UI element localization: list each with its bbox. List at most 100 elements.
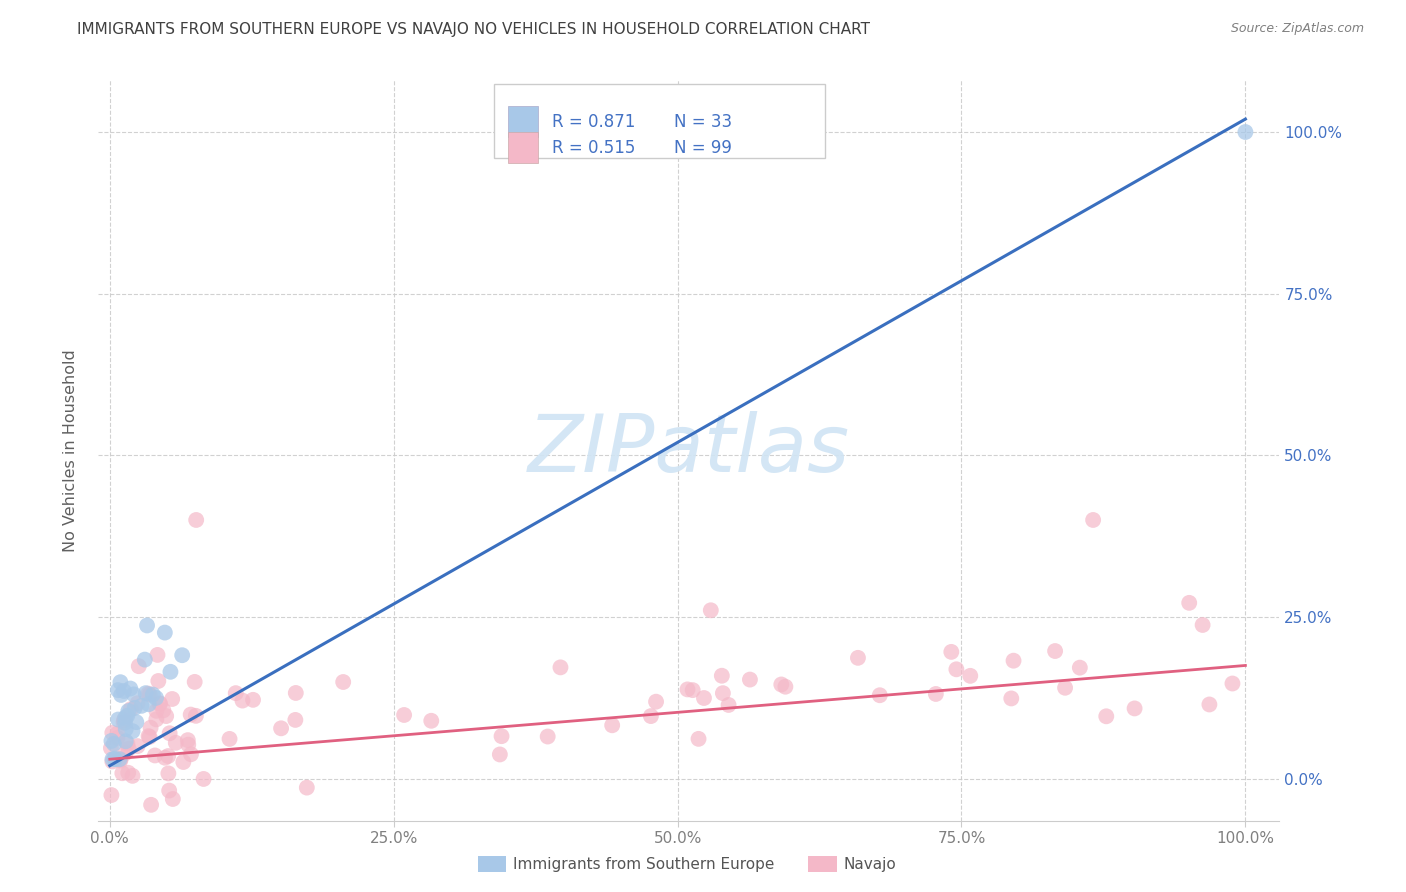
Point	[104, 752, 127, 766]
Point	[941, 645, 963, 659]
Point	[112, 713, 135, 727]
Point	[165, 736, 187, 750]
Text: N = 33: N = 33	[673, 112, 731, 131]
Point	[121, 769, 143, 783]
Point	[131, 698, 153, 713]
Point	[717, 698, 740, 712]
Point	[145, 704, 167, 718]
Point	[110, 752, 132, 766]
Point	[157, 783, 180, 797]
Point	[128, 659, 150, 673]
Point	[959, 669, 981, 683]
Point	[152, 703, 174, 717]
Point	[1234, 125, 1257, 139]
Point	[420, 714, 443, 728]
Point	[1054, 681, 1077, 695]
Point	[155, 709, 177, 723]
Point	[122, 687, 145, 701]
Point	[138, 687, 160, 701]
Point	[145, 690, 167, 705]
Point	[1095, 709, 1118, 723]
Point	[143, 748, 166, 763]
Text: Navajo: Navajo	[844, 857, 897, 871]
Point	[138, 697, 160, 711]
Point	[1198, 698, 1220, 712]
Point	[1123, 701, 1146, 715]
Point	[135, 686, 157, 700]
Point	[110, 688, 132, 702]
Point	[117, 704, 139, 718]
Point	[114, 746, 136, 760]
Point	[159, 665, 181, 679]
Point	[100, 788, 122, 802]
Point	[193, 772, 215, 786]
Text: N = 99: N = 99	[673, 138, 731, 157]
Point	[157, 749, 180, 764]
Point	[134, 652, 156, 666]
Point	[100, 741, 122, 756]
Point	[180, 707, 202, 722]
Point	[139, 797, 162, 812]
Point	[127, 739, 149, 753]
Point	[105, 731, 128, 745]
Point	[157, 766, 180, 780]
Point	[184, 708, 207, 723]
Point	[711, 686, 734, 700]
Point	[104, 752, 127, 766]
Point	[139, 721, 162, 735]
Point	[225, 686, 247, 700]
Point	[110, 754, 132, 768]
Point	[114, 711, 136, 725]
Point	[160, 692, 183, 706]
Point	[945, 662, 967, 676]
Point	[138, 730, 160, 744]
Point	[117, 737, 139, 751]
Text: IMMIGRANTS FROM SOUTHERN EUROPE VS NAVAJO NO VEHICLES IN HOUSEHOLD CORRELATION C: IMMIGRANTS FROM SOUTHERN EUROPE VS NAVAJ…	[77, 22, 870, 37]
Point	[682, 683, 704, 698]
Point	[710, 669, 733, 683]
Point	[124, 701, 146, 715]
Point	[112, 715, 135, 730]
Point	[242, 693, 264, 707]
Point	[1043, 644, 1066, 658]
Point	[107, 713, 129, 727]
Point	[1191, 618, 1213, 632]
Point	[1069, 660, 1091, 674]
Point	[1000, 691, 1022, 706]
Point	[117, 708, 139, 723]
Point	[172, 755, 194, 769]
Point	[688, 731, 710, 746]
Point	[146, 648, 169, 662]
Point	[1222, 676, 1244, 690]
FancyBboxPatch shape	[508, 132, 537, 163]
Point	[127, 696, 149, 710]
FancyBboxPatch shape	[494, 84, 825, 158]
Point	[550, 660, 572, 674]
Point	[640, 709, 662, 723]
Point	[110, 675, 132, 690]
Point	[489, 747, 512, 762]
Point	[600, 718, 623, 732]
Point	[231, 693, 253, 707]
Point	[491, 729, 513, 743]
Point	[114, 715, 136, 730]
Point	[117, 741, 139, 756]
Point	[159, 726, 181, 740]
Text: ZIPatlas: ZIPatlas	[527, 411, 851, 490]
Point	[645, 695, 668, 709]
Point	[537, 730, 560, 744]
Point	[775, 680, 797, 694]
Point	[101, 752, 124, 766]
Point	[177, 733, 200, 747]
Point	[111, 766, 134, 780]
Point	[153, 750, 176, 764]
Point	[108, 752, 131, 766]
Point	[117, 765, 139, 780]
Point	[107, 726, 129, 740]
Point	[1178, 596, 1201, 610]
Point	[149, 696, 172, 710]
Point	[218, 731, 240, 746]
Point	[1002, 654, 1025, 668]
Point	[101, 755, 124, 769]
Point	[153, 625, 176, 640]
